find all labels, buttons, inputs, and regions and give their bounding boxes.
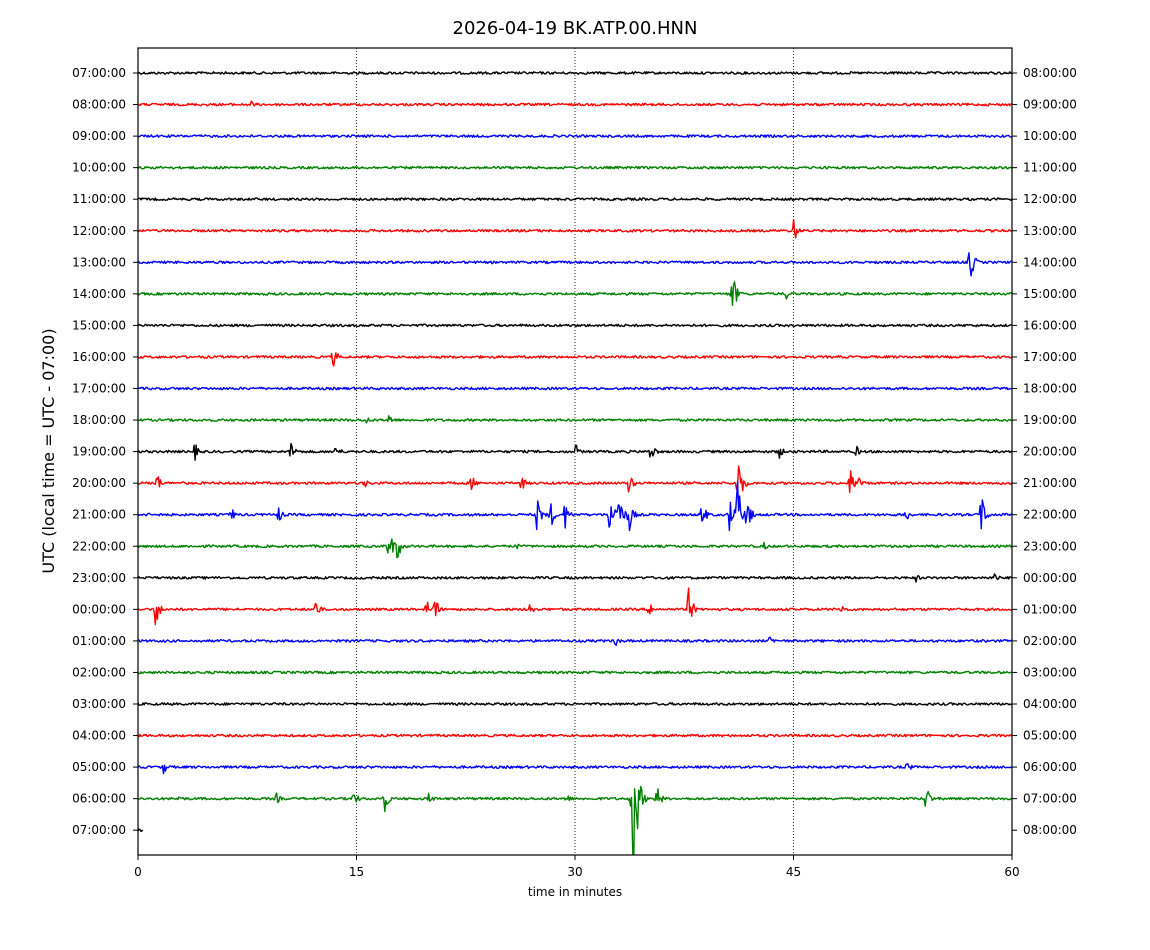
right-hour-label: 04:00:00 xyxy=(1023,697,1077,711)
right-hour-label: 18:00:00 xyxy=(1023,382,1077,396)
trace-row-17 xyxy=(138,587,1012,626)
left-hour-label: 11:00:00 xyxy=(72,192,126,206)
left-hour-label: 03:00:00 xyxy=(72,697,126,711)
left-hour-label: 09:00:00 xyxy=(72,129,126,143)
x-tick-label: 45 xyxy=(786,865,801,879)
x-axis-label: time in minutes xyxy=(528,885,622,899)
trace-row-18 xyxy=(138,636,1012,647)
left-hour-label: 06:00:00 xyxy=(72,792,126,806)
right-hour-label: 22:00:00 xyxy=(1023,508,1077,522)
right-hour-label: 19:00:00 xyxy=(1023,413,1077,427)
trace-row-19 xyxy=(138,670,1012,675)
trace-row-0 xyxy=(138,71,1012,75)
right-hour-label: 16:00:00 xyxy=(1023,318,1077,332)
left-hour-label: 17:00:00 xyxy=(72,382,126,396)
left-hour-label: 07:00:00 xyxy=(72,823,126,837)
trace-row-24 xyxy=(138,828,144,833)
right-hour-label: 15:00:00 xyxy=(1023,287,1077,301)
right-hour-label: 01:00:00 xyxy=(1023,602,1077,616)
left-hour-label: 22:00:00 xyxy=(72,539,126,553)
right-hour-label: 23:00:00 xyxy=(1023,539,1077,553)
right-hour-label: 08:00:00 xyxy=(1023,66,1077,80)
trace-row-3 xyxy=(138,165,1012,170)
left-hour-label: 01:00:00 xyxy=(72,634,126,648)
trace-row-8 xyxy=(138,323,1012,328)
trace-row-22 xyxy=(138,763,1012,775)
seismic-traces xyxy=(138,71,1012,855)
right-hour-label: 20:00:00 xyxy=(1023,445,1077,459)
right-hour-label: 12:00:00 xyxy=(1023,192,1077,206)
trace-row-16 xyxy=(138,573,1012,583)
right-hour-label: 05:00:00 xyxy=(1023,729,1077,743)
trace-row-20 xyxy=(138,702,1012,706)
trace-row-13 xyxy=(138,465,1012,493)
chart-title: 2026-04-19 BK.ATP.00.HNN xyxy=(453,18,698,39)
left-hour-label: 05:00:00 xyxy=(72,760,126,774)
right-hour-label: 00:00:00 xyxy=(1023,571,1077,585)
x-tick-label: 15 xyxy=(349,865,364,879)
right-hour-label: 08:00:00 xyxy=(1023,823,1077,837)
trace-row-9 xyxy=(138,352,1012,367)
left-hour-label: 21:00:00 xyxy=(72,508,126,522)
x-tick-label: 30 xyxy=(567,865,582,879)
left-hour-label: 00:00:00 xyxy=(72,602,126,616)
trace-row-2 xyxy=(138,134,1012,138)
right-hour-labels: 08:00:00 09:00:00 10:00:00 11:00:00 12:00:00… xyxy=(1012,66,1077,837)
left-hour-label: 10:00:00 xyxy=(72,161,126,175)
trace-row-5 xyxy=(138,218,1012,239)
left-hour-label: 15:00:00 xyxy=(72,318,126,332)
right-hour-label: 07:00:00 xyxy=(1023,792,1077,806)
right-hour-label: 14:00:00 xyxy=(1023,255,1077,269)
right-hour-label: 21:00:00 xyxy=(1023,476,1077,490)
trace-row-23 xyxy=(138,785,1012,855)
left-hour-label: 19:00:00 xyxy=(72,445,126,459)
trace-row-12 xyxy=(138,442,1012,461)
left-hour-label: 13:00:00 xyxy=(72,255,126,269)
trace-row-4 xyxy=(138,197,1012,202)
x-axis-ticks: 0 15 30 45 60 xyxy=(134,855,1020,879)
trace-row-21 xyxy=(138,733,1012,738)
trace-row-11 xyxy=(138,415,1012,424)
left-hour-label: 08:00:00 xyxy=(72,98,126,112)
left-hour-label: 02:00:00 xyxy=(72,665,126,679)
trace-row-15 xyxy=(138,538,1012,559)
right-hour-label: 10:00:00 xyxy=(1023,129,1077,143)
right-hour-label: 06:00:00 xyxy=(1023,760,1077,774)
trace-row-1 xyxy=(138,100,1012,107)
left-hour-label: 14:00:00 xyxy=(72,287,126,301)
x-tick-label: 0 xyxy=(134,865,142,879)
right-hour-label: 03:00:00 xyxy=(1023,665,1077,679)
right-hour-label: 02:00:00 xyxy=(1023,634,1077,648)
right-hour-label: 17:00:00 xyxy=(1023,350,1077,364)
trace-row-6 xyxy=(138,252,1012,277)
left-hour-labels: 07:00:00 08:00:00 09:00:00 10:00:00 11:00:00… xyxy=(72,66,138,837)
left-hour-label: 20:00:00 xyxy=(72,476,126,490)
trace-row-10 xyxy=(138,386,1012,391)
left-hour-label: 07:00:00 xyxy=(72,66,126,80)
right-hour-label: 13:00:00 xyxy=(1023,224,1077,238)
trace-row-7 xyxy=(138,281,1012,306)
right-hour-label: 11:00:00 xyxy=(1023,161,1077,175)
left-hour-label: 12:00:00 xyxy=(72,224,126,238)
trace-row-14 xyxy=(138,481,1012,532)
x-tick-label: 60 xyxy=(1004,865,1019,879)
left-hour-label: 04:00:00 xyxy=(72,729,126,743)
left-hour-label: 23:00:00 xyxy=(72,571,126,585)
y-axis-label: UTC (local time = UTC - 07:00) xyxy=(39,328,58,573)
left-hour-label: 16:00:00 xyxy=(72,350,126,364)
left-hour-label: 18:00:00 xyxy=(72,413,126,427)
gridlines xyxy=(356,48,794,855)
right-hour-label: 09:00:00 xyxy=(1023,98,1077,112)
